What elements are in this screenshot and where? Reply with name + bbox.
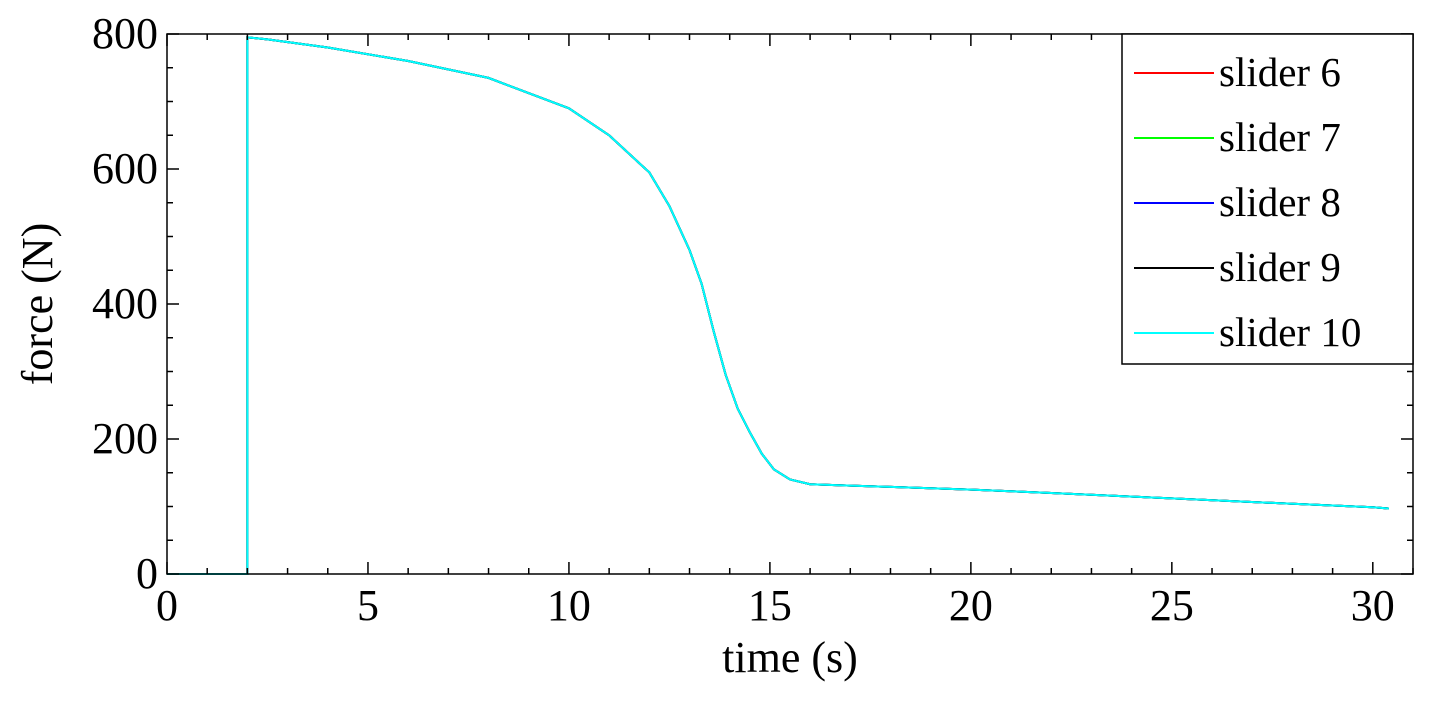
legend-box xyxy=(1121,33,1414,365)
y-tick-label: 0 xyxy=(136,549,158,598)
y-tick-label: 800 xyxy=(92,9,158,58)
x-tick-label: 20 xyxy=(949,581,993,630)
tick-labels-layer: 0 5 10 15 20 25 30 0 200 400 600 800 xyxy=(92,9,1395,630)
legend-items: slider 6 slider 7 slider 8 slider 9 slider 1… xyxy=(1134,49,1361,355)
y-tick-label: 400 xyxy=(92,279,158,328)
x-tick-label: 10 xyxy=(547,581,591,630)
series-layer xyxy=(167,36,1389,575)
legend-label: slider 6 xyxy=(1219,49,1341,95)
x-tick-label: 25 xyxy=(1150,581,1194,630)
series-line-5 xyxy=(167,36,1389,575)
y-tick-label: 600 xyxy=(92,144,158,193)
legend-label: slider 9 xyxy=(1219,244,1341,290)
x-tick-label: 30 xyxy=(1351,581,1395,630)
y-tick-label: 200 xyxy=(92,414,158,463)
legend-label: slider 10 xyxy=(1219,309,1361,355)
x-tick-label: 0 xyxy=(156,581,178,630)
x-tick-label: 5 xyxy=(357,581,379,630)
x-axis-label: time (s) xyxy=(722,633,858,682)
legend-label: slider 8 xyxy=(1219,179,1341,225)
x-tick-label: 15 xyxy=(748,581,792,630)
y-axis-label: force (N) xyxy=(13,223,62,385)
legend-label: slider 7 xyxy=(1219,114,1341,160)
legend: slider 6 slider 7 slider 8 slider 9 slider 1… xyxy=(1121,33,1414,365)
